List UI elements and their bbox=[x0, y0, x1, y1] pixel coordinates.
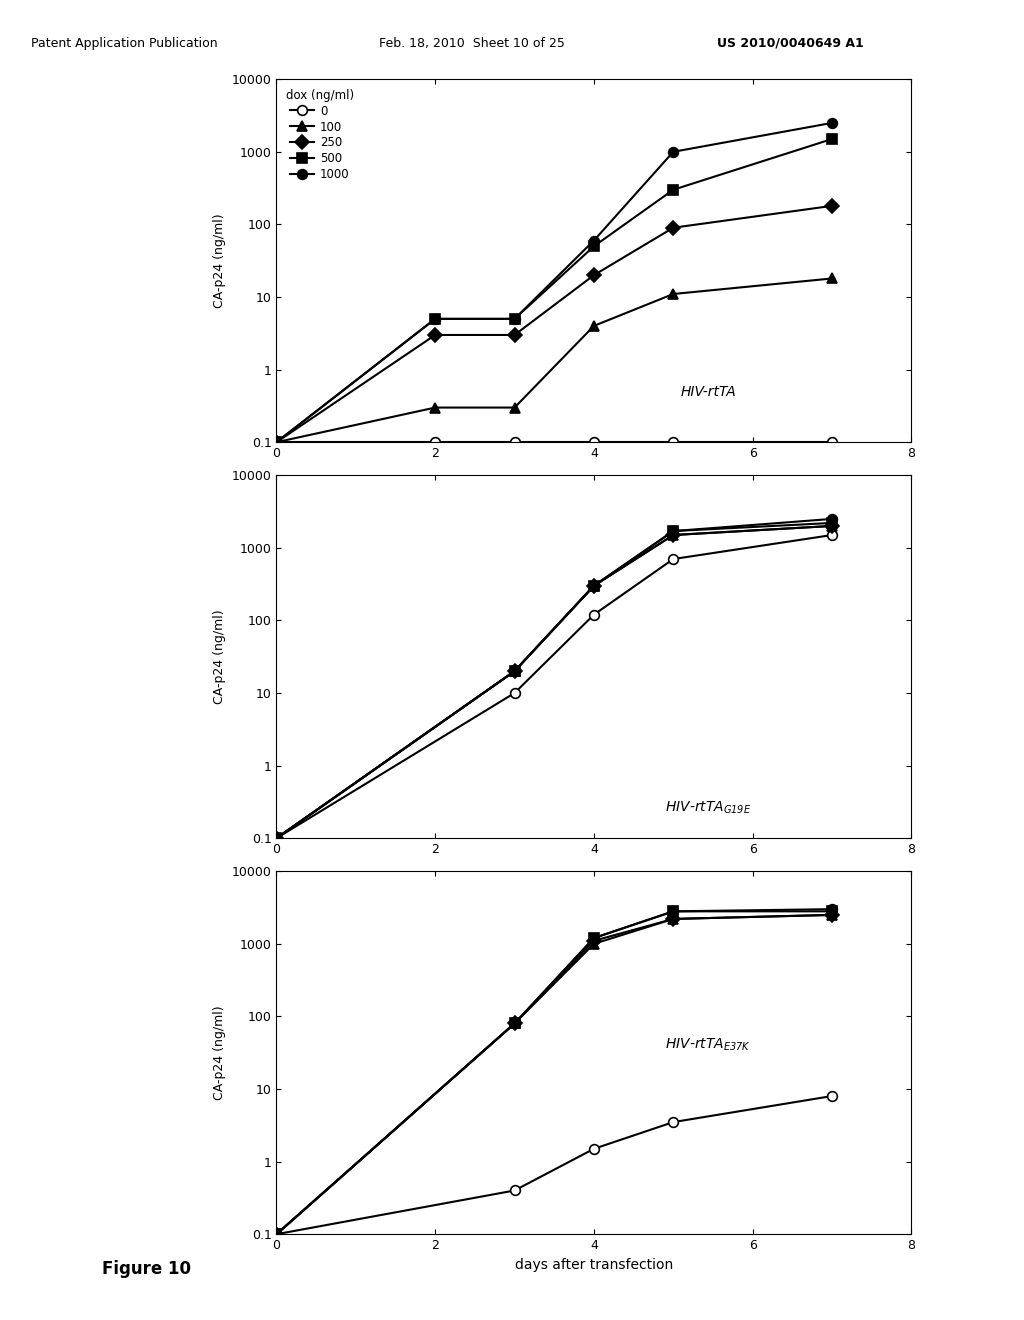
Y-axis label: CA-p24 (ng/ml): CA-p24 (ng/ml) bbox=[213, 214, 226, 308]
Text: Figure 10: Figure 10 bbox=[102, 1259, 191, 1278]
X-axis label: days after transfection: days after transfection bbox=[515, 1258, 673, 1271]
Y-axis label: CA-p24 (ng/ml): CA-p24 (ng/ml) bbox=[213, 1006, 226, 1100]
Text: HIV-rtTA$_{\mathregular{G19E}}$: HIV-rtTA$_{\mathregular{G19E}}$ bbox=[665, 800, 752, 816]
Y-axis label: CA-p24 (ng/ml): CA-p24 (ng/ml) bbox=[213, 610, 226, 704]
Text: HIV-rtTA$_{\mathregular{E37K}}$: HIV-rtTA$_{\mathregular{E37K}}$ bbox=[666, 1036, 752, 1053]
Text: Feb. 18, 2010  Sheet 10 of 25: Feb. 18, 2010 Sheet 10 of 25 bbox=[379, 37, 565, 50]
Text: Patent Application Publication: Patent Application Publication bbox=[31, 37, 217, 50]
Legend: 0, 100, 250, 500, 1000: 0, 100, 250, 500, 1000 bbox=[283, 84, 357, 185]
Text: HIV-rtTA: HIV-rtTA bbox=[680, 384, 736, 399]
Text: US 2010/0040649 A1: US 2010/0040649 A1 bbox=[717, 37, 863, 50]
